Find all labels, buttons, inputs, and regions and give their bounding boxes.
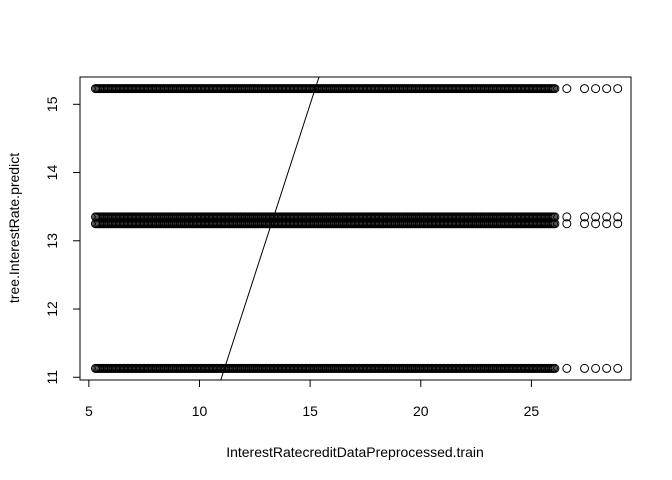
plot-frame [79,76,632,381]
data-point [562,219,572,229]
points-layer [90,84,623,373]
data-point [602,84,612,94]
data-point [550,84,560,94]
x-tick-label: 15 [302,403,318,419]
y-tick-label: 15 [44,96,60,112]
y-axis-label: tree.InterestRate.predict [6,153,22,303]
data-point [602,363,612,373]
data-point [602,219,612,229]
data-point [591,212,601,222]
x-tick-label: 25 [524,403,540,419]
data-point [580,212,590,222]
data-point [602,212,612,222]
data-point [613,84,623,94]
data-point [562,84,572,94]
data-point [613,212,623,222]
data-point [580,363,590,373]
data-point [580,84,590,94]
data-point [591,219,601,229]
data-point [613,363,623,373]
x-axis-label: InterestRatecreditDataPreprocessed.train [226,444,484,460]
data-point [550,219,560,229]
data-point [580,219,590,229]
y-axis: 11 12 13 14 15 [44,96,81,385]
data-point [562,363,572,373]
data-point [613,219,623,229]
x-tick-label: 20 [413,403,429,419]
y-tick-label: 11 [44,370,60,385]
data-point [591,363,601,373]
data-point [591,84,601,94]
x-axis: 5 10 15 20 25 [85,379,540,419]
data-point [562,212,572,222]
y-tick-label: 14 [44,165,60,181]
data-point [550,363,560,373]
y-tick-label: 13 [44,233,60,249]
y-tick-label: 12 [44,301,60,317]
x-tick-label: 5 [85,403,93,419]
reference-line [220,76,320,381]
reference-line-layer [220,76,320,381]
x-tick-label: 10 [192,403,208,419]
